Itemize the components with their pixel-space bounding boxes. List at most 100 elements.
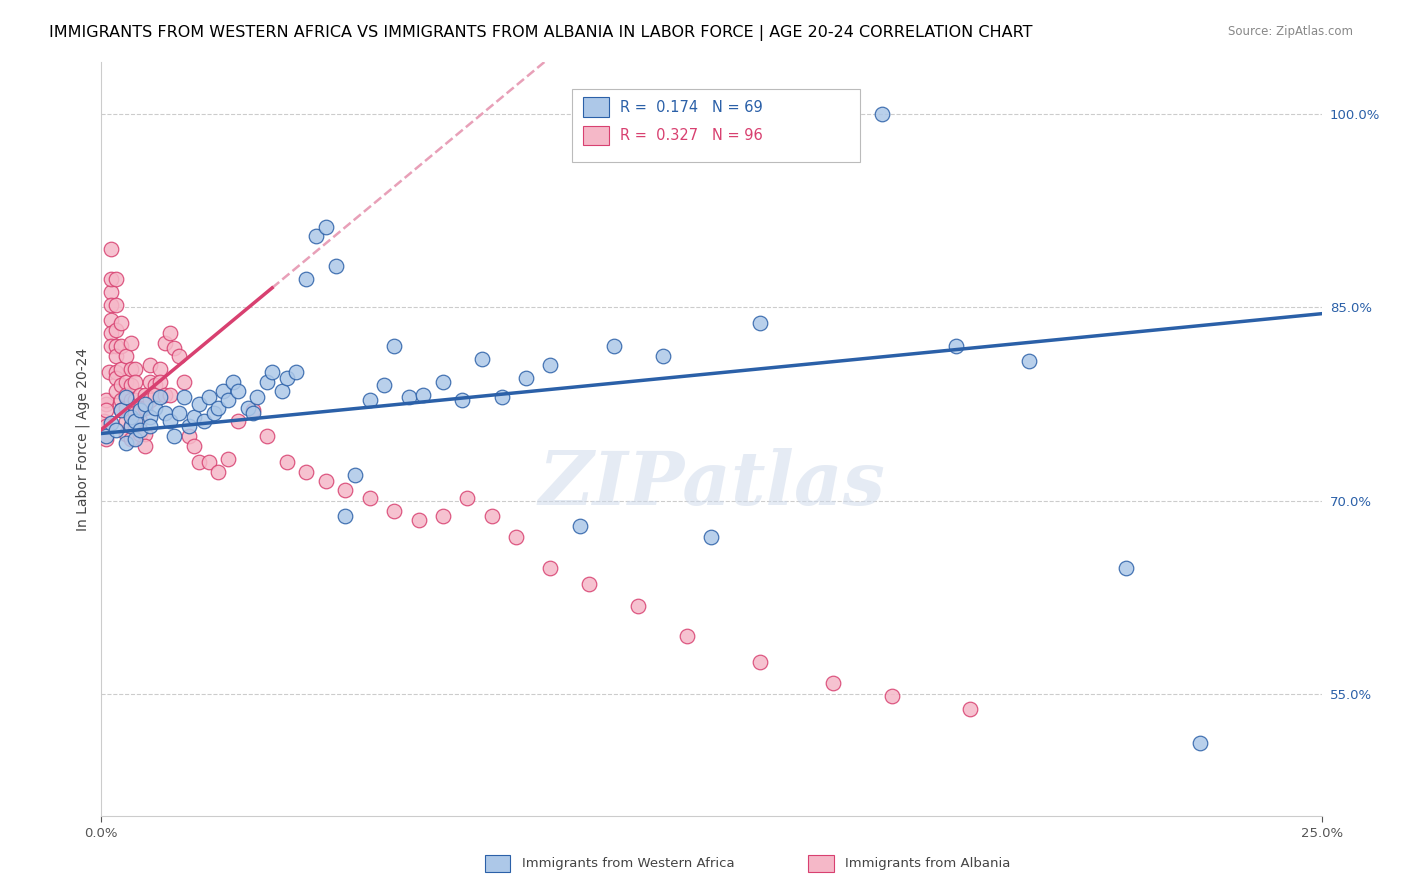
Point: [134, 401, 156, 415]
Point: [139, 358, 162, 372]
Point: [114, 391, 136, 405]
Point: [202, 406, 225, 420]
Point: [651, 349, 673, 363]
Point: [143, 388, 166, 402]
Point: [104, 298, 127, 312]
Point: [627, 599, 650, 614]
Point: [276, 455, 298, 469]
Point: [222, 375, 245, 389]
Point: [110, 339, 132, 353]
Point: [823, 676, 845, 690]
Point: [100, 339, 122, 353]
Point: [335, 483, 357, 498]
Point: [114, 349, 136, 363]
Point: [538, 358, 561, 372]
Y-axis label: In Labor Force | Age 20-24: In Labor Force | Age 20-24: [76, 348, 90, 531]
Point: [94, 397, 117, 411]
Point: [285, 365, 308, 379]
Text: Source: ZipAtlas.com: Source: ZipAtlas.com: [1227, 25, 1353, 38]
Point: [139, 375, 162, 389]
Point: [129, 388, 152, 402]
Point: [217, 392, 239, 407]
Point: [94, 429, 117, 443]
Point: [382, 339, 405, 353]
Point: [124, 432, 146, 446]
Point: [129, 403, 152, 417]
Point: [207, 401, 229, 415]
Point: [120, 377, 142, 392]
Point: [169, 349, 191, 363]
Point: [100, 416, 122, 430]
Point: [104, 339, 127, 353]
Point: [124, 375, 146, 389]
Point: [104, 384, 127, 398]
Point: [139, 409, 162, 424]
Point: [315, 220, 337, 235]
Point: [153, 336, 176, 351]
Point: [120, 418, 142, 433]
Point: [1115, 560, 1137, 574]
Point: [124, 406, 146, 420]
Text: IMMIGRANTS FROM WESTERN AFRICA VS IMMIGRANTS FROM ALBANIA IN LABOR FORCE | AGE 2: IMMIGRANTS FROM WESTERN AFRICA VS IMMIGR…: [49, 25, 1033, 41]
Point: [120, 336, 142, 351]
Point: [134, 426, 156, 441]
Text: Immigrants from Western Africa: Immigrants from Western Africa: [522, 857, 734, 870]
Point: [173, 391, 195, 405]
Point: [124, 362, 146, 376]
Point: [163, 429, 186, 443]
Point: [398, 391, 420, 405]
Point: [104, 371, 127, 385]
Point: [187, 455, 209, 469]
Point: [110, 316, 132, 330]
Point: [568, 519, 591, 533]
Point: [578, 577, 600, 591]
Point: [471, 351, 494, 366]
Point: [177, 418, 200, 433]
Point: [382, 504, 405, 518]
Point: [114, 375, 136, 389]
Point: [212, 384, 235, 398]
Point: [335, 508, 357, 523]
Point: [110, 403, 132, 417]
Point: [538, 560, 561, 574]
Point: [408, 513, 430, 527]
Point: [373, 377, 395, 392]
Point: [159, 326, 181, 340]
Point: [94, 432, 117, 446]
Point: [959, 702, 981, 716]
Point: [262, 365, 284, 379]
Point: [94, 392, 117, 407]
Point: [149, 375, 172, 389]
Point: [325, 259, 347, 273]
Point: [246, 391, 269, 405]
Point: [451, 392, 474, 407]
Point: [134, 388, 156, 402]
Point: [97, 365, 120, 379]
Point: [256, 375, 278, 389]
Point: [124, 392, 146, 407]
Point: [412, 388, 434, 402]
Point: [481, 508, 503, 523]
Text: R =  0.174   N = 69: R = 0.174 N = 69: [620, 100, 763, 114]
Point: [134, 439, 156, 453]
Point: [104, 272, 127, 286]
Point: [124, 414, 146, 428]
Point: [114, 435, 136, 450]
Point: [226, 384, 249, 398]
Point: [242, 403, 264, 417]
Point: [100, 298, 122, 312]
Point: [120, 362, 142, 376]
Point: [129, 423, 152, 437]
Point: [700, 530, 723, 544]
Point: [432, 375, 454, 389]
Point: [187, 397, 209, 411]
Point: [295, 465, 318, 479]
Point: [110, 377, 132, 392]
Point: [1018, 354, 1040, 368]
Point: [749, 316, 772, 330]
Point: [242, 406, 264, 420]
Point: [94, 418, 117, 433]
Point: [1188, 736, 1211, 750]
Point: [104, 323, 127, 337]
Text: ZIPatlas: ZIPatlas: [538, 449, 884, 521]
